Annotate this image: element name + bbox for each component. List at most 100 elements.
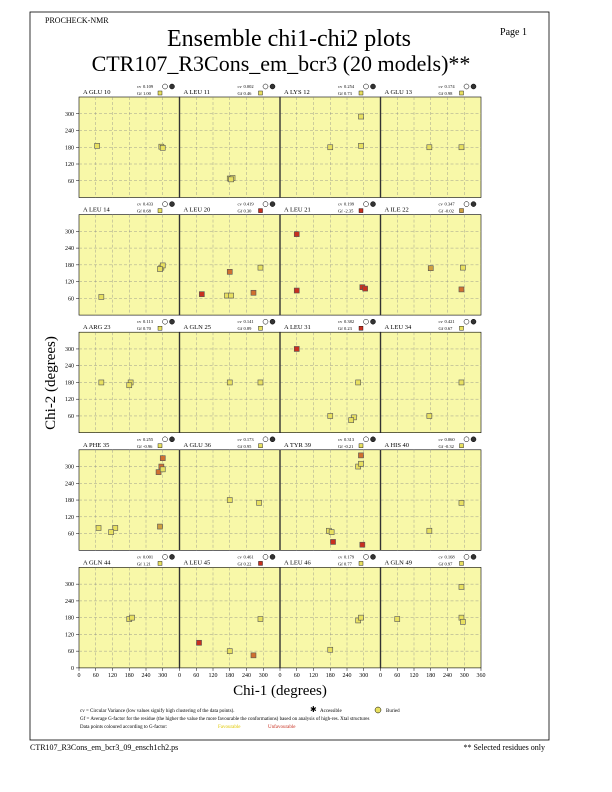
panel-title: A ILE 22	[385, 207, 409, 214]
gf-label: Gf	[137, 326, 142, 331]
cv-value: 0.433	[143, 202, 154, 207]
y-axis-label: Chi-2 (degrees)	[43, 336, 59, 430]
x-tick-label: 240	[142, 673, 151, 679]
gf-label: Gf	[439, 209, 444, 214]
icon	[358, 90, 364, 96]
gf-value: 0.73	[344, 91, 353, 96]
y-tick-label: 0	[71, 666, 74, 672]
cv-label: cv	[137, 84, 142, 89]
x-tick-label: 180	[326, 673, 335, 679]
legend-unfavourable: Unfavourable	[268, 725, 296, 730]
y-tick-label: 240	[65, 364, 74, 370]
icon	[169, 554, 175, 560]
x-tick-label: 0	[78, 673, 81, 679]
data-point	[426, 527, 433, 534]
y-tick-label: 60	[68, 649, 74, 655]
gf-value: 0.89	[244, 326, 253, 331]
icon	[162, 554, 168, 560]
cv-label: cv	[439, 202, 444, 207]
x-tick-label: 120	[410, 673, 419, 679]
icon	[162, 318, 168, 325]
gf-value: -0.96	[143, 444, 153, 449]
data-point	[293, 287, 300, 294]
data-point	[293, 231, 300, 237]
gf-label: Gf	[238, 209, 243, 214]
cv-value: 0.421	[445, 319, 455, 324]
panel-title: A GLU 36	[184, 442, 212, 449]
panel-title: A LEU 11	[184, 89, 210, 96]
icon	[363, 83, 369, 90]
cv-label: cv	[238, 202, 243, 207]
data-point	[159, 145, 166, 151]
data-point	[330, 539, 336, 545]
icon	[459, 561, 464, 566]
icon	[363, 318, 369, 325]
note-gf: Gf = Average G-factor for the residue (t…	[80, 717, 369, 722]
icon	[169, 318, 175, 325]
subtitle: CTR107_R3Cons_em_bcr3 (20 models)**	[92, 51, 471, 76]
y-tick-label: 180	[65, 380, 74, 386]
data-point	[226, 269, 233, 275]
icon	[463, 318, 470, 325]
data-point	[458, 379, 465, 386]
gf-value: 1.21	[143, 561, 151, 566]
y-tick-label: 120	[65, 397, 74, 403]
cv-value: 0.109	[143, 84, 154, 89]
cv-value: 0.173	[244, 437, 255, 442]
icon	[463, 83, 470, 90]
data-point	[458, 500, 465, 506]
gf-label: Gf	[338, 561, 343, 566]
y-tick-label: 240	[65, 599, 74, 605]
icon	[162, 436, 168, 443]
data-point	[257, 616, 264, 622]
y-tick-label: 300	[65, 347, 74, 353]
data-point	[98, 379, 105, 386]
x-tick-label: 300	[460, 673, 469, 679]
icon	[157, 90, 163, 96]
x-tick-label: 60	[294, 673, 300, 679]
note-cv: cv = Circular Variance (low values signi…	[80, 709, 235, 714]
cv-label: cv	[238, 319, 243, 324]
x-tick-label: 120	[108, 673, 117, 679]
x-tick-label: 180	[125, 673, 134, 679]
icon	[262, 554, 269, 560]
icon	[370, 83, 376, 90]
gf-value: -0.02	[445, 209, 454, 214]
data-point	[460, 619, 466, 625]
cv-label: cv	[338, 202, 343, 207]
icon	[358, 443, 364, 448]
icon	[262, 201, 269, 207]
data-point	[293, 346, 300, 352]
program-name: PROCHECK-NMR	[45, 16, 109, 25]
gf-label: Gf	[238, 91, 243, 96]
gf-value: 1.00	[143, 91, 152, 96]
gf-value: 0.77	[344, 561, 353, 566]
x-tick-label: 120	[309, 673, 318, 679]
icon	[358, 208, 364, 213]
legend-buried: Buried	[386, 709, 400, 714]
cv-value: 0.174	[445, 84, 456, 89]
icon: ✱	[310, 705, 317, 714]
icon	[169, 436, 175, 443]
icon	[262, 436, 269, 443]
icon	[459, 208, 464, 213]
panel-title: A LEU 45	[184, 559, 211, 566]
gf-value: 0.95	[244, 444, 253, 449]
y-tick-label: 240	[65, 481, 74, 487]
data-point	[327, 144, 334, 151]
icon	[157, 561, 163, 566]
cv-label: cv	[137, 554, 142, 559]
page-border	[29, 11, 550, 741]
panel-title: A TYR 39	[284, 442, 311, 449]
panel-title: A PHE 35	[83, 442, 109, 449]
icon	[258, 326, 263, 331]
icon	[363, 554, 369, 560]
icon	[269, 318, 276, 325]
title: Ensemble chi1-chi2 plots	[167, 26, 411, 52]
icon	[370, 318, 376, 325]
gf-value: -0.21	[344, 444, 353, 449]
y-tick-label: 180	[65, 498, 74, 504]
y-tick-label: 120	[65, 515, 74, 521]
cv-label: cv	[338, 84, 343, 89]
gf-value: 0.70	[143, 326, 152, 331]
